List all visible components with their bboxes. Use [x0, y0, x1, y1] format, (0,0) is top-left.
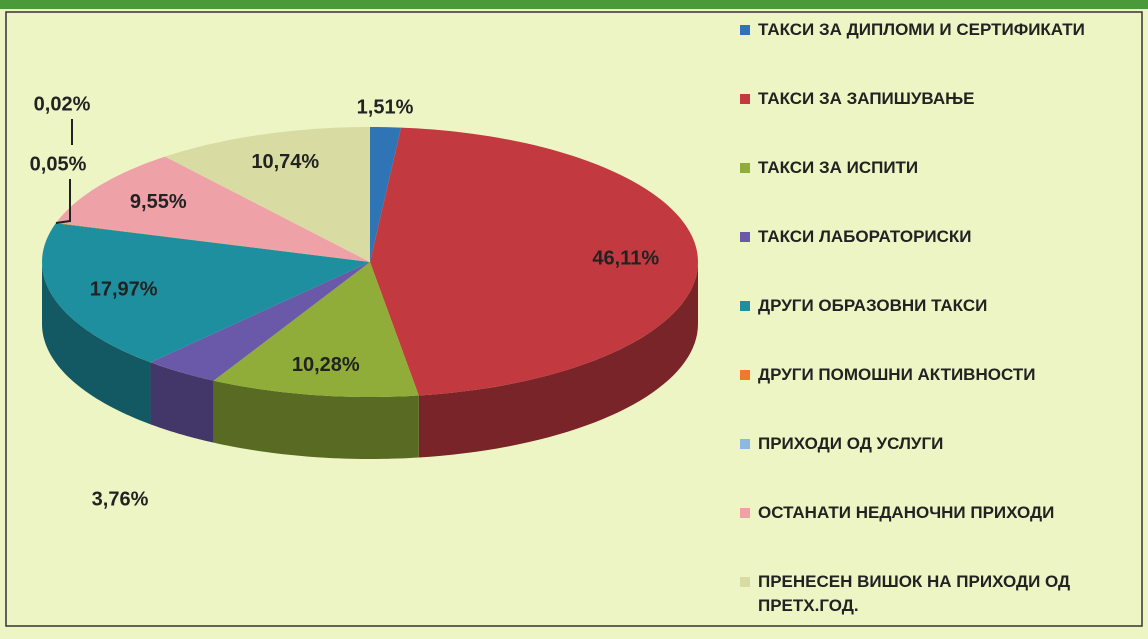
slice-side	[150, 362, 214, 443]
data-label: 3,76%	[92, 488, 149, 510]
legend-label: ТАКСИ ЗА ИСПИТИ	[758, 158, 919, 177]
data-label: 1,51%	[357, 96, 414, 118]
legend: ТАКСИ ЗА ДИПЛОМИ И СЕРТИФИКАТИ ТАКСИ ЗА З…	[740, 18, 1110, 639]
legend-item: ТАКСИ ЗА ИСПИТИ	[740, 156, 1110, 225]
slice-side	[42, 262, 151, 425]
legend-label: ТАКСИ ЛАБОРАТОРИСКИ	[758, 227, 972, 246]
legend-swatch	[740, 577, 750, 587]
legend-item: ТАКСИ ЛАБОРАТОРИСКИ	[740, 225, 1110, 294]
slice	[56, 222, 370, 262]
legend-label: ДРУГИ ПОМОШНИ АКТИВНОСТИ	[758, 365, 1036, 384]
legend-label: ТАКСИ ЗА ДИПЛОМИ И СЕРТИФИКАТИ	[758, 20, 1085, 39]
leader-line	[55, 179, 71, 225]
data-label: 0,05%	[30, 153, 87, 175]
slice-side	[213, 380, 419, 459]
frame	[5, 11, 1143, 627]
legend-item: ДРУГИ ПОМОШНИ АКТИВНОСТИ	[740, 363, 1110, 432]
data-label: 0,02%	[34, 93, 91, 115]
data-label: 17,97%	[90, 279, 158, 301]
legend-item: ОСТАНАТИ НЕДАНОЧНИ ПРИХОДИ	[740, 501, 1110, 570]
data-label: 10,28%	[292, 354, 360, 376]
slice	[42, 223, 370, 363]
legend-label: ПРЕНЕСЕН ВИШОК НА ПРИХОДИ ОД ПРЕТХ.ГОД.	[758, 572, 1071, 615]
slice	[213, 262, 419, 397]
data-label: 46,11%	[592, 247, 659, 269]
slice	[165, 127, 370, 262]
legend-swatch	[740, 232, 750, 242]
legend-swatch	[740, 301, 750, 311]
slice	[370, 127, 402, 262]
legend-item: ТАКСИ ЗА ЗАПИШУВАЊЕ	[740, 87, 1110, 156]
legend-swatch	[740, 508, 750, 518]
slice-side	[418, 262, 698, 458]
legend-item: ПРИХОДИ ОД УСЛУГИ	[740, 432, 1110, 501]
data-label: 9,55%	[130, 191, 187, 213]
data-label: 10,74%	[251, 151, 319, 173]
slice	[370, 127, 698, 396]
legend-item: ДРУГИ ОБРАЗОВНИ ТАКСИ	[740, 294, 1110, 363]
legend-swatch	[740, 370, 750, 380]
legend-label: ТАКСИ ЗА ЗАПИШУВАЊЕ	[758, 89, 975, 108]
legend-swatch	[740, 163, 750, 173]
slice	[55, 222, 371, 262]
legend-label: ДРУГИ ОБРАЗОВНИ ТАКСИ	[758, 296, 988, 315]
legend-swatch	[740, 439, 750, 449]
legend-label: ОСТАНАТИ НЕДАНОЧНИ ПРИХОДИ	[758, 503, 1055, 522]
legend-swatch	[740, 94, 750, 104]
legend-item: ТАКСИ ЗА ДИПЛОМИ И СЕРТИФИКАТИ	[740, 18, 1110, 87]
slice	[150, 262, 370, 381]
legend-label: ПРИХОДИ ОД УСЛУГИ	[758, 434, 944, 453]
slice	[56, 156, 370, 262]
top-bar	[0, 0, 1148, 9]
legend-item: ПРЕНЕСЕН ВИШОК НА ПРИХОДИ ОД ПРЕТХ.ГОД.	[740, 570, 1110, 639]
legend-swatch	[740, 25, 750, 35]
